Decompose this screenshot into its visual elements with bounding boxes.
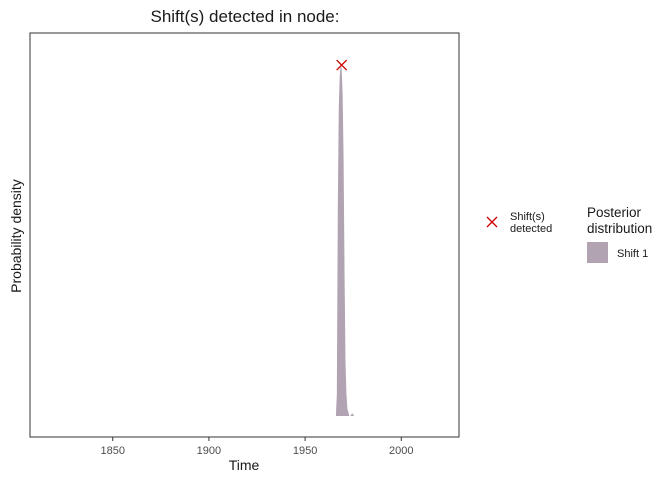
x-tick-label: 1850 [100,445,124,457]
legend-title: distribution [587,221,652,236]
density-area-series-1 [335,65,356,416]
x-axis-label: Time [229,457,260,473]
x-tick-label: 1950 [293,445,317,457]
legend-fill-key [587,242,608,263]
legend-marker-label: detected [510,223,552,235]
plot-area [335,59,356,416]
shift-marker-1 [336,59,348,71]
chart-title: Shift(s) detected in node: [150,7,339,26]
legend-title: Posterior [587,205,642,220]
y-axis-label: Probability density [8,179,24,293]
x-axis: 1850 1900 1950 2000 [100,437,414,457]
x-tick-label: 2000 [389,445,413,457]
x-tick-label: 1900 [197,445,221,457]
legend-marker-key [486,216,498,228]
legend-fill-label: Shift 1 [617,248,648,260]
plot-frame [29,32,460,438]
legend-marker-label: Shift(s) [510,211,545,223]
